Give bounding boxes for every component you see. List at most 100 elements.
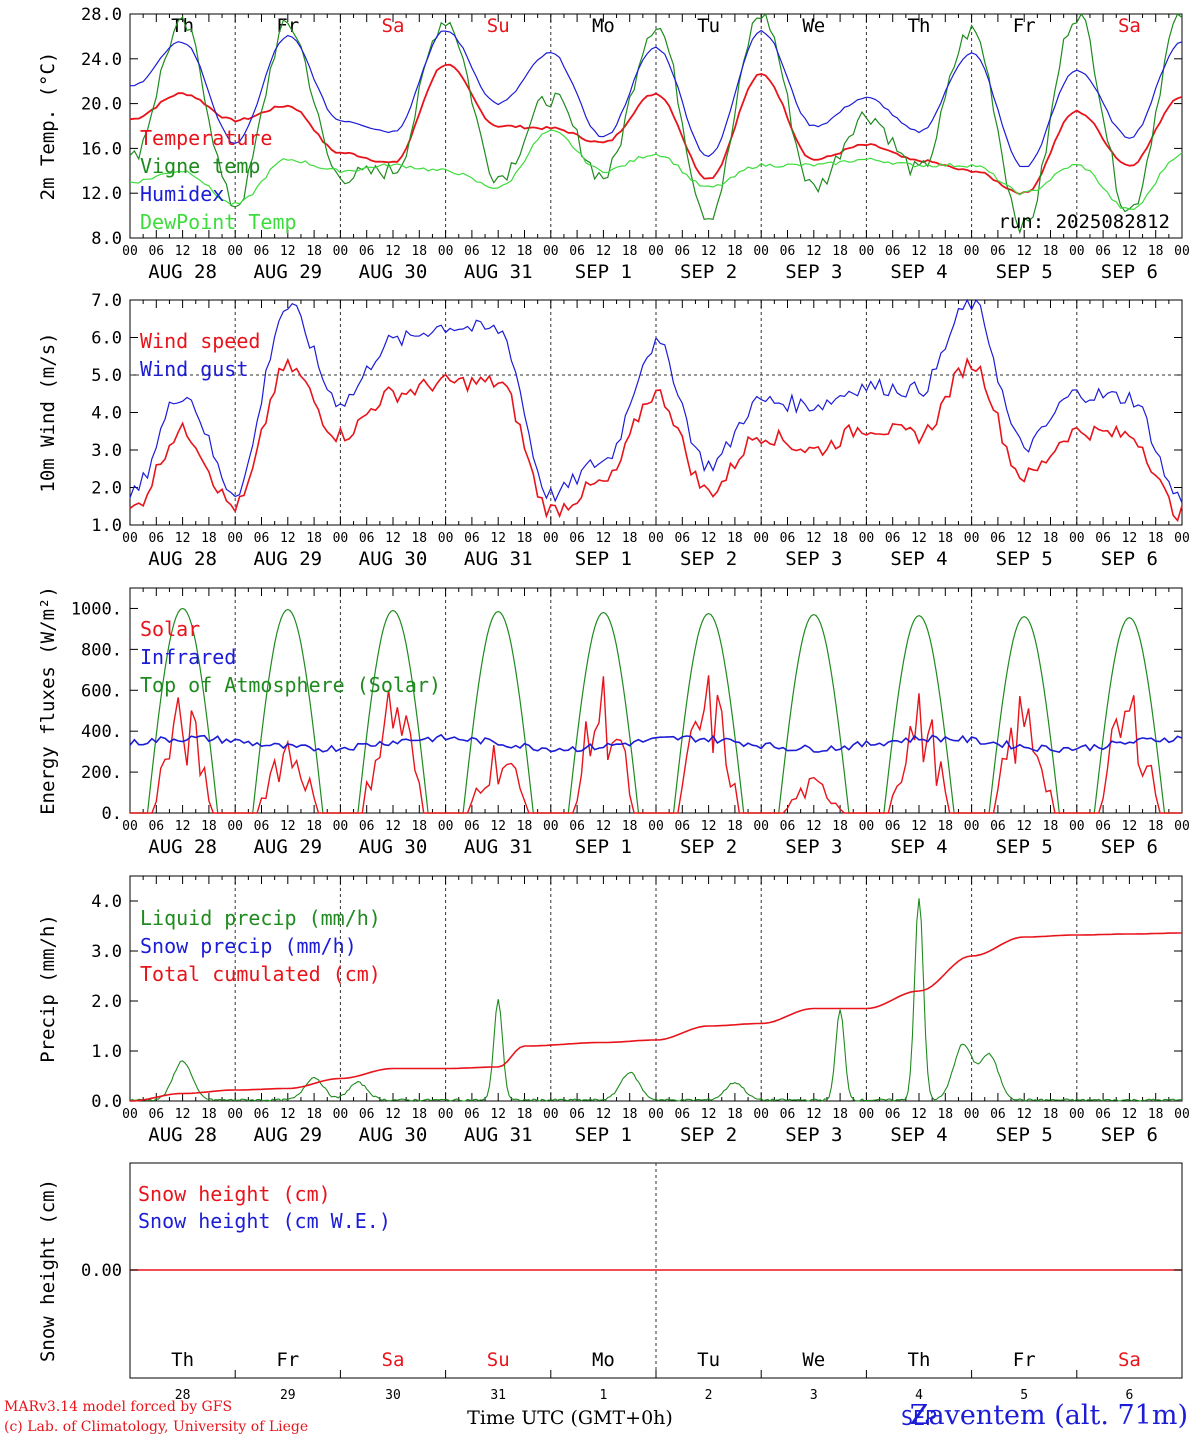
hour-tick-label: 06 xyxy=(885,1107,901,1122)
date-label: AUG 31 xyxy=(464,1124,533,1146)
hour-tick-label: 18 xyxy=(1148,819,1164,834)
weekday-label: Fr xyxy=(1013,1349,1036,1371)
day-number-label: 3 xyxy=(810,1388,818,1403)
hour-tick-label: 18 xyxy=(411,1107,427,1122)
hour-tick-label: 12 xyxy=(175,819,191,834)
hour-tick-label: 00 xyxy=(122,819,138,834)
y-tick-label: 3.0 xyxy=(91,441,122,461)
y-tick-label: 4.0 xyxy=(91,404,122,424)
hour-tick-label: 12 xyxy=(596,244,612,259)
hour-tick-label: 12 xyxy=(911,1107,927,1122)
hour-tick-label: 06 xyxy=(569,819,585,834)
hour-tick-label: 00 xyxy=(543,531,559,546)
weekday-label: Sa xyxy=(382,1349,405,1371)
date-label: SEP 3 xyxy=(785,836,842,858)
hour-tick-label: 00 xyxy=(859,244,875,259)
hour-tick-label: 00 xyxy=(964,1107,980,1122)
hour-tick-label: 12 xyxy=(596,819,612,834)
hour-tick-label: 06 xyxy=(254,244,270,259)
hour-tick-label: 00 xyxy=(333,244,349,259)
hour-tick-label: 12 xyxy=(1122,531,1138,546)
series-temperature xyxy=(129,63,1183,196)
weekday-label: Su xyxy=(487,1349,510,1371)
weekday-label: Fr xyxy=(276,1349,299,1371)
date-label: SEP 6 xyxy=(1101,836,1158,858)
hour-tick-label: 18 xyxy=(622,819,638,834)
date-label: SEP 1 xyxy=(575,548,632,570)
hour-tick-label: 00 xyxy=(333,1107,349,1122)
hour-tick-label: 00 xyxy=(227,1107,243,1122)
y-tick-label: 20.0 xyxy=(81,95,122,115)
date-label: SEP 5 xyxy=(996,261,1053,283)
hour-tick-label: 18 xyxy=(937,1107,953,1122)
hour-tick-label: 06 xyxy=(990,244,1006,259)
hour-tick-label: 00 xyxy=(859,819,875,834)
hour-tick-label: 06 xyxy=(254,1107,270,1122)
hour-tick-label: 12 xyxy=(806,1107,822,1122)
day-number-label: 29 xyxy=(280,1388,296,1403)
hour-tick-label: 00 xyxy=(333,819,349,834)
hour-tick-label: 18 xyxy=(937,819,953,834)
hour-tick-label: 00 xyxy=(1174,819,1190,834)
legend-entry: Vigne temp xyxy=(140,154,260,178)
weekday-label: Sa xyxy=(382,15,405,37)
day-number-label: 5 xyxy=(1020,1388,1028,1403)
run-label: run: 2025082812 xyxy=(998,211,1170,233)
legend-entry: Total cumulated (cm) xyxy=(140,962,381,986)
date-label: SEP 3 xyxy=(785,548,842,570)
y-axis-label: 2m Temp. (°C) xyxy=(37,52,59,201)
hour-tick-label: 12 xyxy=(701,531,717,546)
hour-tick-label: 06 xyxy=(1095,531,1111,546)
hour-tick-label: 12 xyxy=(280,819,296,834)
hour-tick-label: 12 xyxy=(1016,819,1032,834)
hour-tick-label: 06 xyxy=(359,1107,375,1122)
series-total-cumulated xyxy=(129,932,1182,1102)
hour-tick-label: 18 xyxy=(201,1107,217,1122)
date-label: SEP 1 xyxy=(575,261,632,283)
y-tick-label: 8.0 xyxy=(91,229,122,249)
legend-entry: Solar xyxy=(140,617,200,641)
lab-credit: (c) Lab. of Climatology, University of L… xyxy=(4,1419,309,1435)
hour-tick-label: 06 xyxy=(674,244,690,259)
hour-tick-label: 18 xyxy=(1043,819,1059,834)
hour-tick-label: 12 xyxy=(806,531,822,546)
hour-tick-label: 18 xyxy=(1043,531,1059,546)
y-tick-label: 28.0 xyxy=(81,5,122,25)
hour-tick-label: 18 xyxy=(201,244,217,259)
hour-tick-label: 12 xyxy=(385,819,401,834)
hour-tick-label: 00 xyxy=(1174,244,1190,259)
hour-tick-label: 18 xyxy=(517,244,533,259)
weekday-label: Fr xyxy=(1013,15,1036,37)
hour-tick-label: 12 xyxy=(280,244,296,259)
date-label: SEP 3 xyxy=(785,261,842,283)
hour-tick-label: 06 xyxy=(569,244,585,259)
hour-tick-label: 06 xyxy=(148,819,164,834)
y-tick-label: 400. xyxy=(81,722,122,742)
legend-entry: Snow precip (mm/h) xyxy=(140,934,357,958)
hour-tick-label: 06 xyxy=(359,244,375,259)
hour-tick-label: 18 xyxy=(411,531,427,546)
hour-tick-label: 06 xyxy=(1095,1107,1111,1122)
date-label: SEP 2 xyxy=(680,261,737,283)
y-tick-label: 12.0 xyxy=(81,184,122,204)
hour-tick-label: 12 xyxy=(385,244,401,259)
y-axis-label: Snow height (cm) xyxy=(37,1179,59,1362)
hour-tick-label: 18 xyxy=(622,1107,638,1122)
panel-snow: 0.00 Snow height (cm) Snow height (cm) Snow… xyxy=(37,1162,1183,1430)
hour-tick-label: 12 xyxy=(911,819,927,834)
hour-tick-label: 18 xyxy=(832,1107,848,1122)
model-credit: MARv3.14 model forced by GFS xyxy=(4,1399,233,1415)
weekday-label: We xyxy=(802,1349,825,1371)
y-tick-label: 24.0 xyxy=(81,50,122,70)
hour-tick-label: 00 xyxy=(438,244,454,259)
y-tick-label: 200. xyxy=(81,763,122,783)
hour-tick-label: 00 xyxy=(753,819,769,834)
date-label: SEP 1 xyxy=(575,836,632,858)
date-label: SEP 1 xyxy=(575,1124,632,1146)
legend-entry: Liquid precip (mm/h) xyxy=(140,906,381,930)
weekday-label: Th xyxy=(908,15,931,37)
date-label: SEP 6 xyxy=(1101,548,1158,570)
hour-tick-label: 00 xyxy=(648,1107,664,1122)
date-label: SEP 5 xyxy=(996,548,1053,570)
hour-tick-label: 18 xyxy=(1148,531,1164,546)
